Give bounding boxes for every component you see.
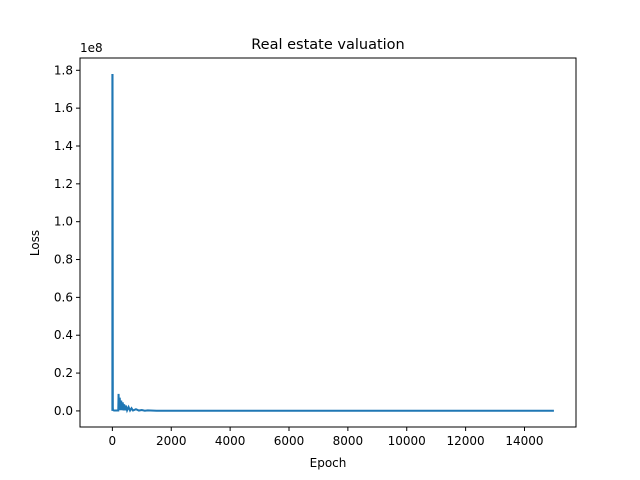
x-tick-label: 4000 xyxy=(215,434,246,448)
y-tick-label: 0.4 xyxy=(54,328,73,342)
chart-title: Real estate valuation xyxy=(251,37,404,53)
loss-series-line xyxy=(111,74,554,414)
y-tick-label: 0.2 xyxy=(54,366,73,380)
plot-frame xyxy=(79,57,577,428)
y-tick-label: 1.2 xyxy=(54,177,73,191)
y-axis: 0.0 0.2 0.4 0.6 0.8 1.0 1.2 1.4 1.6 1.8 xyxy=(54,63,80,418)
x-tick-label: 12000 xyxy=(447,434,485,448)
y-tick-label: 1.6 xyxy=(54,101,73,115)
y-tick-label: 0.8 xyxy=(54,253,73,267)
y-tick-label: 1.4 xyxy=(54,139,73,153)
x-tick-label: 14000 xyxy=(505,434,543,448)
x-tick-label: 2000 xyxy=(156,434,187,448)
x-axis: 0 2000 4000 6000 8000 10000 12000 14000 xyxy=(109,427,544,448)
x-tick-label: 8000 xyxy=(333,434,364,448)
y-offset-label: 1e8 xyxy=(80,41,103,55)
x-tick-label: 6000 xyxy=(274,434,305,448)
x-tick-label: 0 xyxy=(109,434,117,448)
plot-area xyxy=(111,74,554,414)
y-tick-label: 0.6 xyxy=(54,290,73,304)
y-tick-label: 0.0 xyxy=(54,404,73,418)
x-tick-label: 10000 xyxy=(388,434,426,448)
y-tick-label: 1.0 xyxy=(54,215,73,229)
y-tick-label: 1.8 xyxy=(54,63,73,77)
y-axis-title: Loss xyxy=(28,230,42,256)
x-axis-title: Epoch xyxy=(310,456,347,470)
